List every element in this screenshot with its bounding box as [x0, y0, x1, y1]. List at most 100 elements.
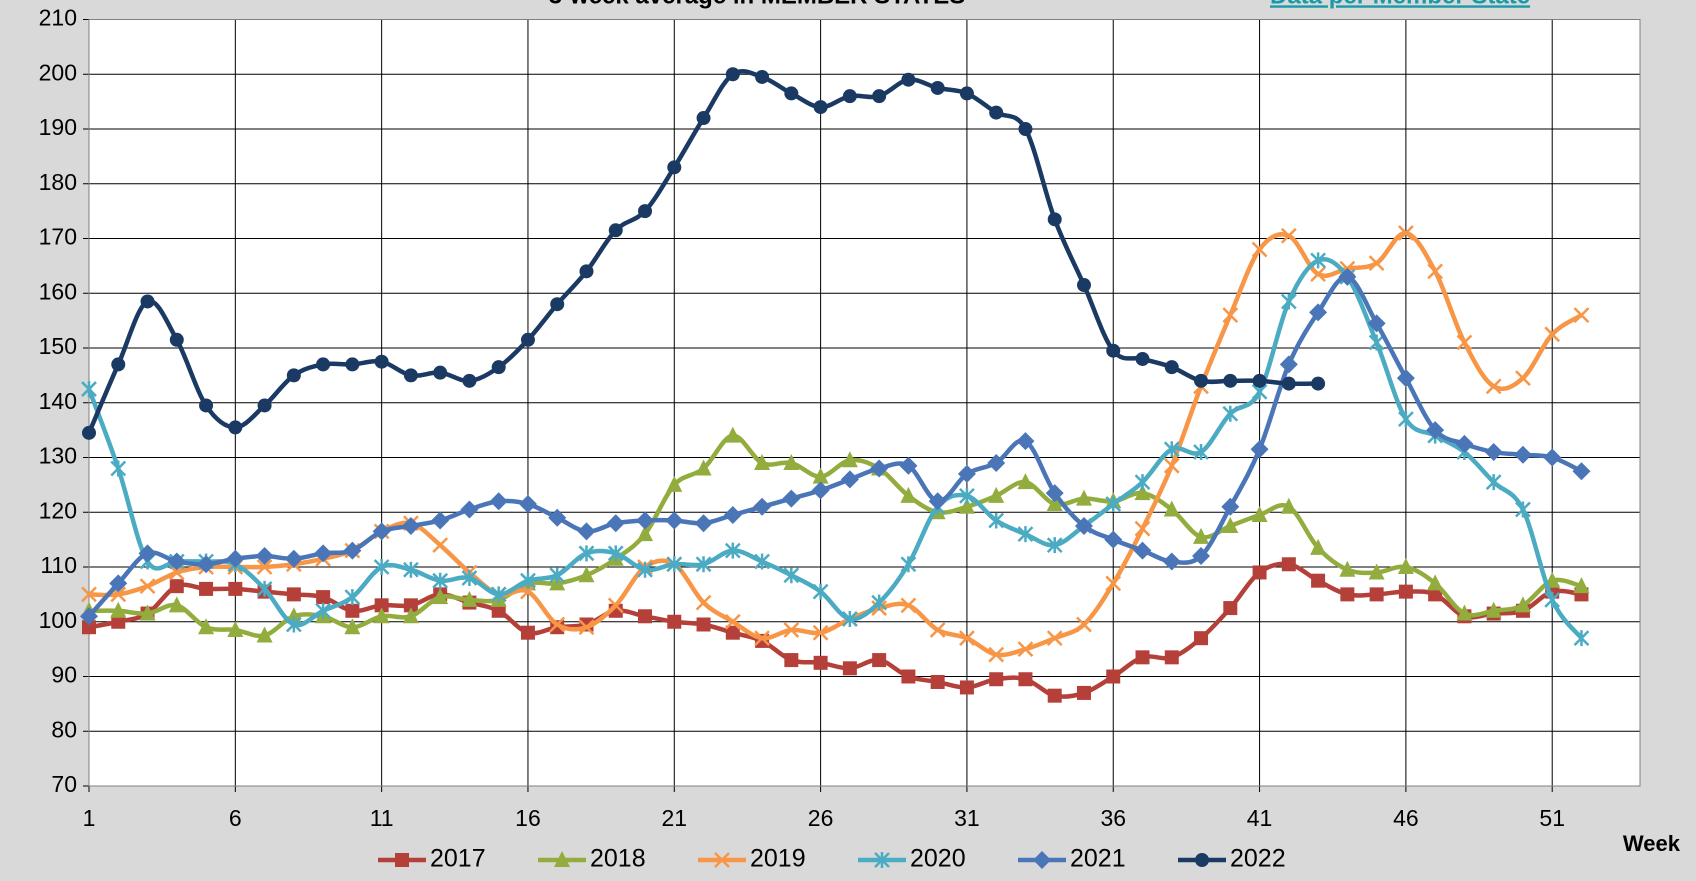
marker — [1046, 495, 1063, 512]
marker — [1223, 373, 1238, 388]
marker — [1368, 255, 1385, 272]
marker — [694, 514, 713, 533]
marker — [491, 360, 506, 375]
marker — [577, 522, 596, 541]
marker — [1017, 473, 1034, 490]
marker — [1164, 650, 1179, 665]
marker — [1045, 484, 1064, 503]
marker — [754, 630, 770, 647]
marker — [989, 105, 1004, 120]
x-tick-label: 1 — [83, 805, 96, 831]
marker — [784, 653, 799, 668]
marker — [695, 459, 712, 476]
marker — [344, 589, 361, 606]
marker — [724, 542, 741, 559]
marker — [1311, 376, 1326, 391]
marker — [1515, 370, 1531, 386]
marker — [256, 626, 273, 643]
marker — [1047, 688, 1062, 703]
marker — [811, 481, 830, 500]
marker — [1106, 343, 1121, 358]
marker — [696, 111, 711, 126]
marker — [1251, 241, 1268, 258]
marker — [1194, 631, 1209, 646]
y-tick-label: 70 — [51, 771, 77, 797]
y-tick-label: 110 — [40, 552, 77, 578]
marker — [228, 581, 243, 596]
marker — [169, 579, 184, 594]
marker — [1163, 441, 1180, 458]
marker — [549, 616, 566, 633]
marker — [813, 655, 828, 670]
marker — [550, 297, 565, 312]
marker — [783, 567, 800, 584]
marker — [1398, 584, 1413, 599]
marker — [227, 620, 244, 637]
marker — [520, 625, 535, 640]
marker — [489, 492, 508, 511]
marker — [1046, 630, 1063, 647]
marker — [578, 566, 595, 583]
marker — [140, 294, 155, 309]
marker — [431, 511, 450, 530]
marker — [1513, 445, 1532, 464]
y-tick-label: 160 — [39, 278, 77, 304]
marker — [841, 451, 858, 468]
series — [82, 67, 1326, 440]
marker — [754, 453, 771, 470]
marker — [403, 598, 418, 613]
marker — [1310, 266, 1326, 282]
marker — [1251, 505, 1268, 522]
marker — [842, 661, 857, 676]
marker — [1135, 351, 1150, 366]
marker — [1280, 497, 1297, 514]
x-tick-label: 21 — [661, 805, 687, 831]
marker — [257, 398, 272, 413]
marker — [1221, 497, 1240, 516]
link[interactable]: Data per Member State — [1270, 0, 1530, 9]
marker — [1106, 669, 1121, 684]
marker — [959, 680, 974, 695]
marker — [1104, 530, 1123, 549]
chart-title: 3-week average in MEMBER STATES — [549, 0, 966, 9]
marker — [579, 264, 594, 279]
marker — [872, 89, 887, 104]
marker — [1193, 527, 1210, 544]
y-tick-label: 120 — [39, 497, 77, 523]
marker — [1544, 591, 1561, 608]
marker — [929, 622, 946, 638]
y-tick-label: 130 — [39, 443, 77, 469]
x-tick-label: 41 — [1247, 805, 1273, 831]
marker — [256, 580, 273, 597]
marker — [1428, 587, 1443, 602]
marker — [1339, 560, 1356, 577]
marker — [1514, 596, 1531, 613]
marker — [1368, 563, 1385, 580]
marker — [899, 456, 918, 475]
marker — [1164, 360, 1179, 375]
x-tick-label: 36 — [1100, 805, 1126, 831]
marker — [1134, 484, 1151, 501]
marker — [928, 492, 947, 511]
marker — [1426, 421, 1445, 440]
marker — [110, 601, 127, 618]
marker — [753, 497, 772, 516]
marker — [549, 567, 566, 584]
marker — [578, 545, 595, 562]
marker — [285, 616, 302, 633]
marker — [988, 486, 1005, 503]
y-tick-label: 80 — [51, 716, 77, 742]
marker — [255, 547, 274, 566]
marker — [462, 373, 477, 388]
marker — [1018, 672, 1033, 687]
marker — [80, 607, 98, 626]
marker — [987, 453, 1006, 472]
marker — [812, 624, 829, 641]
marker — [228, 420, 243, 435]
marker — [1281, 557, 1296, 572]
marker — [1310, 252, 1326, 269]
marker — [110, 460, 127, 477]
marker — [1222, 307, 1239, 324]
marker — [988, 646, 1005, 663]
marker — [316, 590, 331, 605]
